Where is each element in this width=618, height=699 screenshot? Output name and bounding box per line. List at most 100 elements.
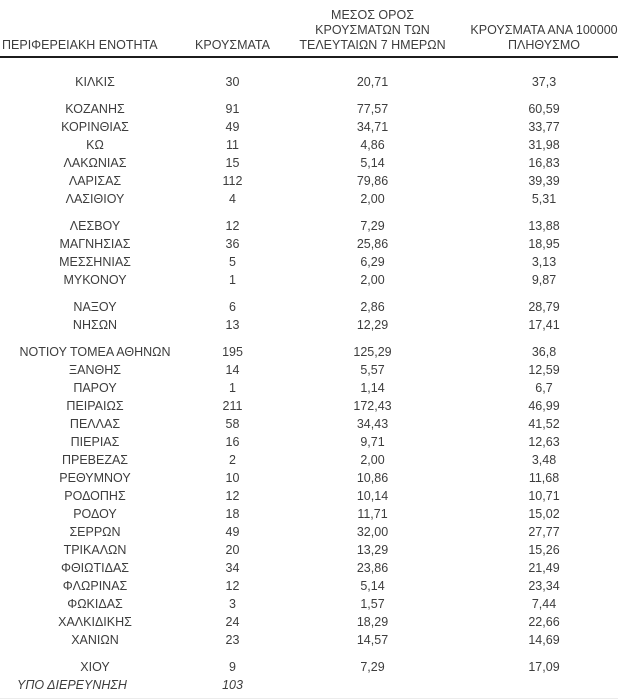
cases-cell: 91: [225, 102, 240, 116]
cases-cell: 12: [225, 489, 240, 503]
per100k-cell: 10,71: [528, 489, 560, 503]
avg7-cell: 4,86: [360, 138, 385, 152]
table-row: ΡΟΔΟΥ 18 11,71 15,02: [0, 505, 618, 523]
avg7-cell: 32,00: [356, 525, 389, 539]
per100k-cell: 3,48: [531, 453, 557, 467]
table-row: ΧΙΟΥ 9 7,29 17,09: [0, 658, 618, 676]
per100k-cell: 14,69: [528, 633, 560, 647]
region-cell: ΜΕΣΣΗΝΙΑΣ: [59, 255, 131, 269]
cases-cell: 4: [229, 192, 236, 206]
per100k-cell: 31,98: [528, 138, 560, 152]
table-row: ΞΑΝΘΗΣ 14 5,57 12,59: [0, 361, 618, 379]
column-header-region: ΠΕΡΙΦΕΡΕΙΑΚΗ ΕΝΟΤΗΤΑ: [0, 38, 190, 53]
table-group: ΧΙΟΥ 9 7,29 17,09 ΥΠΟ ΔΙΕΡΕΥΝΗΣΗ 103: [0, 658, 618, 694]
per100k-cell: 16,83: [528, 156, 560, 170]
cases-cell: 1: [229, 381, 236, 395]
table-row: ΚΩ 11 4,86 31,98: [0, 136, 618, 154]
per100k-cell: 18,95: [528, 237, 560, 251]
avg7-cell: 12,29: [356, 318, 389, 332]
region-cell: ΚΟΖΑΝΗΣ: [65, 102, 125, 116]
per100k-cell: 22,66: [528, 615, 560, 629]
region-cell: ΠΕΛΛΑΣ: [69, 417, 121, 431]
cases-cell: 34: [225, 561, 240, 575]
region-cell: ΡΟΔΟΠΗΣ: [64, 489, 126, 503]
table-row: ΚΟΖΑΝΗΣ 91 77,57 60,59: [0, 100, 618, 118]
table-row: ΦΘΙΩΤΙΔΑΣ 34 23,86 21,49: [0, 559, 618, 577]
region-cell: ΧΑΝΙΩΝ: [71, 633, 119, 647]
per100k-cell: 15,02: [528, 507, 560, 521]
avg7-cell: 7,29: [360, 219, 385, 233]
avg7-cell: 172,43: [353, 399, 392, 413]
table-group: ΚΟΖΑΝΗΣ 91 77,57 60,59 ΚΟΡΙΝΘΙΑΣ 49 34,71 33,77…: [0, 100, 618, 208]
avg7-cell: 79,86: [356, 174, 389, 188]
avg7-cell: 1,14: [360, 381, 385, 395]
cases-cell: 20: [225, 543, 240, 557]
column-header-cases-label: ΚΡΟΥΣΜΑΤΑ: [195, 38, 270, 52]
column-header-per-100000: ΚΡΟΥΣΜΑΤΑ ΑΝΑ 100000 ΠΛΗΘΥΣΜΟ: [470, 23, 618, 53]
table-row: ΚΙΛΚΙΣ 30 20,71 37,3: [0, 73, 618, 91]
avg7-cell: 2,00: [360, 192, 385, 206]
table-row: ΚΟΡΙΝΘΙΑΣ 49 34,71 33,77: [0, 118, 618, 136]
region-cell: ΚΩ: [86, 138, 104, 152]
table-body: ΚΙΛΚΙΣ 30 20,71 37,3 ΚΟΖΑΝΗΣ 91 77,57 60,59 ΚΟΡΙ…: [0, 58, 618, 694]
region-cell: ΛΕΣΒΟΥ: [69, 219, 121, 233]
table-row: ΧΑΛΚΙΔΙΚΗΣ 24 18,29 22,66: [0, 613, 618, 631]
avg7-cell: 2,00: [360, 273, 385, 287]
column-header-7day-average-line1: ΜΕΣΟΣ ΟΡΟΣ: [331, 8, 414, 22]
table-row: ΡΟΔΟΠΗΣ 12 10,14 10,71: [0, 487, 618, 505]
per100k-cell: 12,59: [528, 363, 560, 377]
table-row: ΛΑΣΙΘΙΟΥ 4 2,00 5,31: [0, 190, 618, 208]
table-row: ΠΙΕΡΙΑΣ 16 9,71 12,63: [0, 433, 618, 451]
avg7-cell: 6,29: [360, 255, 385, 269]
region-cell: ΦΩΚΙΔΑΣ: [67, 597, 123, 611]
cases-cell: 14: [225, 363, 240, 377]
table-group: ΝΑΞΟΥ 6 2,86 28,79 ΝΗΣΩΝ 13 12,29 17,41: [0, 298, 618, 334]
cases-cell: 3: [229, 597, 236, 611]
table-row: ΠΕΙΡΑΙΩΣ 211 172,43 46,99: [0, 397, 618, 415]
table-row: ΛΑΡΙΣΑΣ 112 79,86 39,39: [0, 172, 618, 190]
avg7-cell: 5,14: [360, 579, 385, 593]
table-row: ΡΕΘΥΜΝΟΥ 10 10,86 11,68: [0, 469, 618, 487]
table-row: ΧΑΝΙΩΝ 23 14,57 14,69: [0, 631, 618, 649]
table-group: ΛΕΣΒΟΥ 12 7,29 13,88 ΜΑΓΝΗΣΙΑΣ 36 25,86 18,95 ΜΕ…: [0, 217, 618, 289]
table-row: ΜΕΣΣΗΝΙΑΣ 5 6,29 3,13: [0, 253, 618, 271]
region-cell: ΣΕΡΡΩΝ: [69, 525, 121, 539]
table-row: ΦΩΚΙΔΑΣ 3 1,57 7,44: [0, 595, 618, 613]
per100k-cell: 36,8: [531, 345, 557, 359]
avg7-cell: 1,57: [360, 597, 385, 611]
avg7-cell: 20,71: [356, 75, 389, 89]
avg7-cell: 2,86: [360, 300, 385, 314]
per100k-cell: 17,41: [528, 318, 560, 332]
region-cell: ΦΛΩΡΙΝΑΣ: [62, 579, 128, 593]
avg7-cell: 77,57: [356, 102, 389, 116]
per100k-cell: 3,13: [531, 255, 557, 269]
avg7-cell: 34,71: [356, 120, 389, 134]
cases-cell: 30: [225, 75, 240, 89]
cases-cell: 18: [225, 507, 240, 521]
region-cell: ΡΕΘΥΜΝΟΥ: [59, 471, 131, 485]
column-header-7day-average: ΜΕΣΟΣ ΟΡΟΣ ΚΡΟΥΣΜΑΤΩΝ ΤΩΝ ΤΕΛΕΥΤΑΙΩΝ 7 Η…: [275, 8, 470, 53]
cases-cell: 112: [222, 174, 243, 188]
cases-cell: 10: [225, 471, 240, 485]
table-row: ΝΗΣΩΝ 13 12,29 17,41: [0, 316, 618, 334]
cases-cell: 49: [225, 120, 240, 134]
region-cell: ΝΗΣΩΝ: [72, 318, 118, 332]
region-cell: ΤΡΙΚΑΛΩΝ: [63, 543, 127, 557]
table-header-row: ΠΕΡΙΦΕΡΕΙΑΚΗ ΕΝΟΤΗΤΑ ΚΡΟΥΣΜΑΤΑ ΜΕΣΟΣ ΟΡΟ…: [0, 0, 618, 58]
cases-cell: 23: [225, 633, 240, 647]
region-cell: ΚΙΛΚΙΣ: [75, 75, 115, 89]
table-row: ΝΟΤΙΟΥ ΤΟΜΕΑ ΑΘΗΝΩΝ 195 125,29 36,8: [0, 343, 618, 361]
per100k-cell: 17,09: [528, 660, 560, 674]
region-cell: ΜΥΚΟΝΟΥ: [63, 273, 127, 287]
table-row: ΛΕΣΒΟΥ 12 7,29 13,88: [0, 217, 618, 235]
avg7-cell: 5,57: [360, 363, 385, 377]
cases-cell: 36: [225, 237, 240, 251]
column-header-7day-average-line3: ΤΕΛΕΥΤΑΙΩΝ 7 ΗΜΕΡΩΝ: [299, 38, 446, 52]
per100k-cell: 33,77: [528, 120, 560, 134]
cases-cell: 211: [222, 399, 243, 413]
avg7-cell: 2,00: [360, 453, 385, 467]
avg7-cell: 18,29: [356, 615, 389, 629]
cases-cell: 49: [225, 525, 240, 539]
table-row: ΥΠΟ ΔΙΕΡΕΥΝΗΣΗ 103: [0, 676, 618, 694]
region-cell: ΦΘΙΩΤΙΔΑΣ: [60, 561, 130, 575]
